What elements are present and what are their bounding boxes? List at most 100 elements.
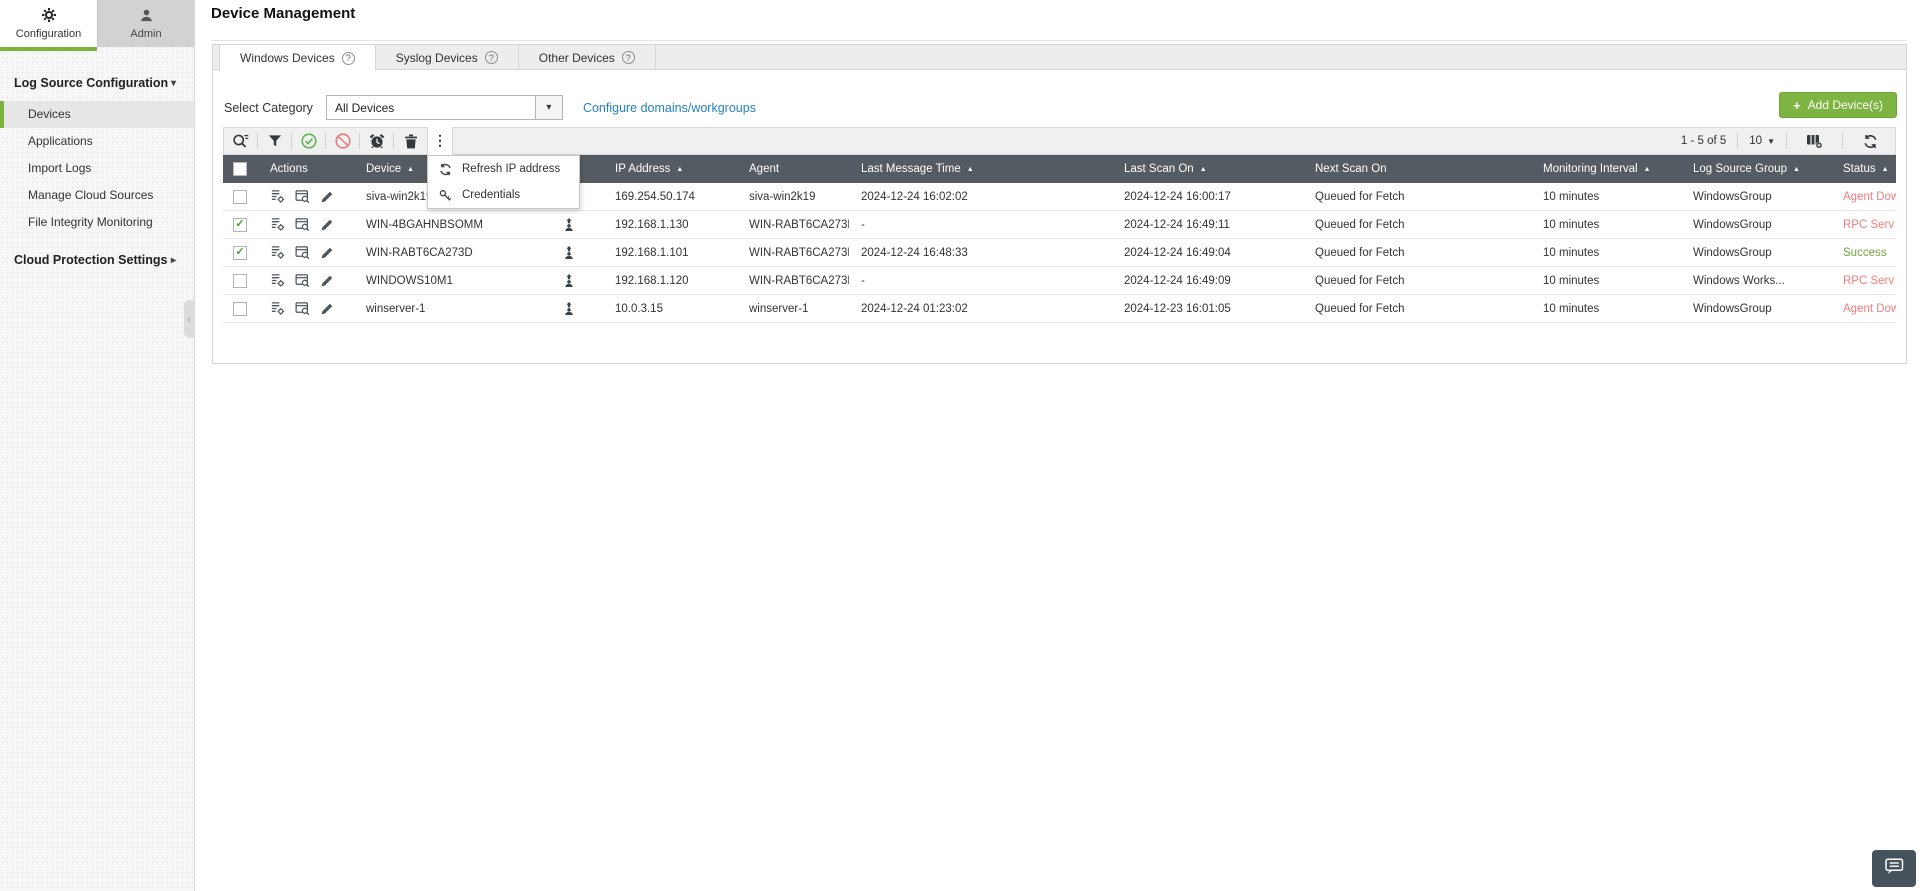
view-report-icon[interactable] [295, 301, 310, 316]
install-agent-icon[interactable] [562, 301, 576, 316]
tab-windows-devices[interactable]: Windows Devices ? [219, 44, 376, 71]
status-badge[interactable]: Agent Dow [1843, 302, 1896, 315]
toolbar-separator [257, 133, 258, 149]
row-checkbox[interactable] [233, 245, 247, 260]
device-config-icon[interactable] [270, 245, 285, 260]
column-header-last-message[interactable]: Last Message Time ▲ [861, 163, 974, 175]
column-header-agent[interactable]: Agent [749, 163, 780, 175]
menu-item-refresh-ip[interactable]: Refresh IP address [428, 156, 579, 182]
title-divider [211, 40, 1906, 41]
tab-admin[interactable]: Admin [97, 0, 194, 47]
view-report-icon[interactable] [295, 245, 310, 260]
next-scan-on: Queued for Fetch [1315, 274, 1405, 287]
scan-schedule-icon[interactable] [360, 128, 393, 154]
sidebar-collapse-handle[interactable]: ‹ [184, 300, 194, 338]
edit-icon[interactable] [320, 274, 334, 288]
category-select[interactable]: All Devices ▾ [325, 95, 563, 120]
ip-address: 192.168.1.120 [615, 274, 689, 287]
status-badge[interactable]: Success [1843, 246, 1887, 259]
tab-label: Syslog Devices [395, 50, 478, 65]
install-agent-icon[interactable] [562, 217, 576, 232]
delete-icon[interactable] [394, 128, 427, 154]
pagination-range: 1 - 5 of 5 [1680, 135, 1727, 147]
device-config-icon[interactable] [270, 273, 285, 288]
install-agent-icon[interactable] [562, 245, 576, 260]
sidebar: Configuration Admin Log Source Configura… [0, 0, 195, 891]
view-report-icon[interactable] [295, 273, 310, 288]
column-header-ip[interactable]: IP Address ▲ [615, 163, 684, 175]
log-source-group: WindowsGroup [1693, 246, 1772, 259]
column-chooser-icon[interactable] [1798, 128, 1831, 154]
device-name[interactable]: winserver-1 [366, 302, 426, 315]
menu-item-credentials[interactable]: Credentials [428, 182, 579, 208]
column-header-interval[interactable]: Monitoring Interval ▲ [1543, 163, 1651, 175]
row-checkbox[interactable] [233, 189, 247, 204]
column-header-device[interactable]: Device ▲ [366, 163, 415, 175]
enable-icon[interactable] [292, 128, 325, 154]
select-all-checkbox[interactable] [233, 162, 247, 176]
support-chat-button[interactable] [1872, 850, 1916, 887]
section-cloud-protection-settings[interactable]: Cloud Protection Settings ▸ [0, 250, 194, 270]
panel-body: Select Category All Devices ▾ Configure … [212, 70, 1907, 364]
help-icon[interactable]: ? [341, 51, 355, 65]
row-checkbox[interactable] [233, 217, 247, 232]
edit-icon[interactable] [320, 246, 334, 260]
category-select-value: All Devices [334, 100, 395, 115]
device-name[interactable]: siva-win2k19 [366, 190, 433, 203]
column-header-status[interactable]: Status ▲ [1843, 163, 1889, 175]
status-badge[interactable]: RPC Serv [1843, 218, 1895, 231]
status-badge[interactable]: RPC Serv [1843, 274, 1895, 287]
page-size-dropdown[interactable]: 10 ▼ [1749, 135, 1775, 147]
add-devices-button[interactable]: + Add Device(s) [1779, 92, 1897, 118]
page-size-value: 10 [1749, 135, 1763, 147]
edit-icon[interactable] [320, 190, 334, 204]
sidebar-item-manage-cloud-sources[interactable]: Manage Cloud Sources [28, 188, 154, 202]
next-scan-on: Queued for Fetch [1315, 302, 1405, 315]
edit-icon[interactable] [320, 218, 334, 232]
column-header-group[interactable]: Log Source Group ▲ [1693, 163, 1800, 175]
toolbar-separator [359, 133, 360, 149]
row-checkbox[interactable] [233, 301, 247, 316]
filter-icon[interactable] [258, 128, 291, 154]
configure-domains-link[interactable]: Configure domains/workgroups [582, 100, 756, 115]
row-checkbox[interactable] [233, 273, 247, 288]
tab-label: Windows Devices [240, 51, 335, 65]
more-actions-button[interactable]: ⋮ [427, 126, 453, 155]
help-icon[interactable]: ? [621, 51, 635, 64]
section-label: Log Source Configuration [14, 76, 169, 90]
toolbar-right: 1 - 5 of 5 10 ▼ [1681, 128, 1895, 154]
section-log-source-configuration[interactable]: Log Source Configuration ▾ [0, 73, 194, 93]
device-name[interactable]: WIN-4BGAHNBSOMM [366, 218, 483, 231]
last-message-time: - [861, 218, 865, 231]
chat-icon [1884, 857, 1904, 880]
device-config-icon[interactable] [270, 217, 285, 232]
refresh-icon[interactable] [1854, 128, 1887, 154]
sidebar-item-applications[interactable]: Applications [28, 134, 93, 148]
device-name[interactable]: WINDOWS10M1 [366, 274, 453, 287]
search-icon[interactable] [224, 128, 257, 154]
disable-icon[interactable] [326, 128, 359, 154]
sidebar-item-import-logs[interactable]: Import Logs [28, 161, 92, 175]
status-badge[interactable]: Agent Dow [1843, 190, 1896, 203]
column-header-next-scan[interactable]: Next Scan On [1315, 163, 1387, 175]
tab-label: Other Devices [538, 50, 615, 65]
view-report-icon[interactable] [295, 189, 310, 204]
sidebar-item-file-integrity-monitoring[interactable]: File Integrity Monitoring [28, 215, 153, 229]
install-agent-icon[interactable] [562, 273, 576, 288]
tab-configuration[interactable]: Configuration [0, 0, 97, 47]
device-config-icon[interactable] [270, 189, 285, 204]
device-name[interactable]: WIN-RABT6CA273D [366, 246, 473, 259]
next-scan-on: Queued for Fetch [1315, 218, 1405, 231]
tab-syslog-devices[interactable]: Syslog Devices ? [376, 45, 519, 70]
help-icon[interactable]: ? [484, 51, 498, 64]
tab-other-devices[interactable]: Other Devices ? [519, 45, 656, 70]
last-message-time: 2024-12-24 16:48:33 [861, 246, 968, 259]
edit-icon[interactable] [320, 302, 334, 316]
sidebar-item-devices[interactable]: Devices [0, 101, 194, 128]
view-report-icon[interactable] [295, 217, 310, 232]
column-header-last-scan[interactable]: Last Scan On ▲ [1124, 163, 1207, 175]
device-config-icon[interactable] [270, 301, 285, 316]
ip-address: 169.254.50.174 [615, 190, 695, 203]
agent-name: WIN-RABT6CA273D [749, 274, 849, 287]
log-source-group: WindowsGroup [1693, 190, 1772, 203]
